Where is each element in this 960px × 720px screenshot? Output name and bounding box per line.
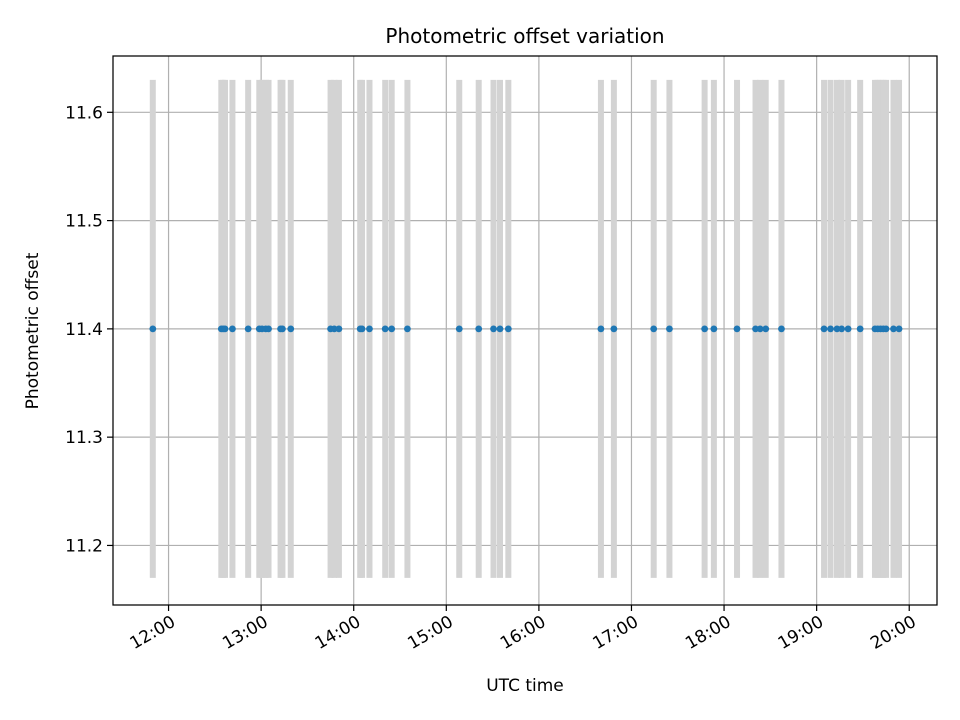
data-point (597, 325, 605, 333)
y-tick-label: 11.6 (65, 103, 103, 123)
data-point (149, 325, 157, 333)
data-point (756, 325, 764, 333)
data-point (388, 325, 396, 333)
x-tick-label: 15:00 (404, 612, 456, 654)
y-tick-label: 11.2 (65, 536, 103, 556)
data-point (265, 325, 272, 333)
data-point (496, 325, 504, 333)
data-point (778, 325, 785, 333)
data-point (844, 325, 852, 333)
data-point (838, 325, 846, 333)
data-point (733, 325, 741, 333)
point-layer (149, 325, 903, 333)
data-point (404, 325, 411, 333)
grid-layer (113, 56, 937, 605)
data-point (895, 325, 903, 333)
y-tick-label: 11.4 (65, 320, 103, 340)
x-tick-label: 12:00 (127, 612, 179, 654)
data-point (666, 325, 673, 333)
x-tick-label: 19:00 (775, 612, 827, 654)
data-point (610, 325, 618, 333)
x-axis-label: UTC time (486, 676, 564, 696)
data-point (475, 325, 483, 333)
x-tick-label: 18:00 (682, 612, 734, 654)
x-tick-label: 16:00 (497, 612, 549, 654)
x-tick-label: 17:00 (590, 612, 642, 654)
data-point (279, 325, 286, 333)
data-point (882, 325, 890, 333)
x-tick-label: 13:00 (219, 612, 271, 654)
data-point (366, 325, 373, 333)
data-point (820, 325, 828, 333)
x-tick-label: 14:00 (312, 612, 364, 654)
data-point (762, 325, 770, 333)
data-point (856, 325, 864, 333)
data-point (221, 325, 229, 333)
data-point (287, 325, 295, 333)
x-tick-label: 20:00 (867, 612, 919, 654)
y-tick-label: 11.3 (65, 428, 103, 448)
y-axis-label: Photometric offset (23, 252, 43, 409)
data-point (358, 325, 366, 333)
data-point (229, 325, 236, 333)
data-point (244, 325, 252, 333)
data-point (490, 325, 497, 333)
y-tick-label: 11.5 (65, 212, 103, 232)
x-axis-ticks: 12:00 13:00 14:00 15:00 16:00 17:00 18:00 19:00… (127, 605, 920, 654)
data-point (504, 325, 512, 333)
data-point (827, 325, 834, 333)
data-point (335, 325, 343, 333)
plot-frame (112, 55, 938, 606)
data-point (650, 325, 658, 333)
chart-title: Photometric offset variation (385, 24, 664, 48)
data-point (890, 325, 897, 333)
data-point (701, 325, 709, 333)
y-axis-ticks: 11.2 11.3 11.4 11.5 11.6 (65, 103, 113, 556)
data-point (710, 325, 718, 333)
data-point (455, 325, 463, 333)
data-point (381, 325, 389, 333)
